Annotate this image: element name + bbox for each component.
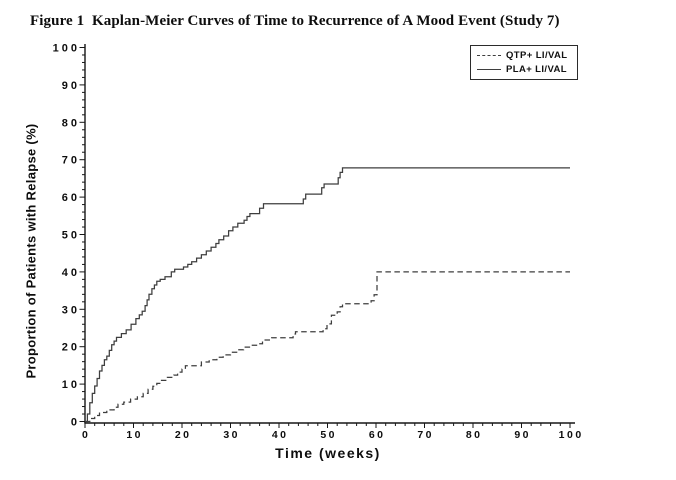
series-qtp-li-val [85, 271, 570, 423]
x-axis-title: Time (weeks) [275, 445, 381, 461]
legend-label-pla: PLA+ LI/VAL [506, 64, 567, 75]
x-tick-label: 20 [175, 429, 192, 441]
x-tick-label: 10 [126, 429, 143, 441]
y-tick-label: 20 [62, 342, 80, 354]
y-tick-label: 0 [71, 417, 80, 429]
solid-line-sample [477, 69, 501, 70]
x-tick-label: 100 [559, 429, 584, 441]
x-tick-label: 30 [223, 429, 240, 441]
axes [84, 44, 575, 424]
y-tick-label: 100 [53, 43, 80, 55]
x-tick-label: 0 [82, 429, 90, 441]
y-axis-ticks: 0 10 20 30 40 50 60 70 80 90 100 [53, 43, 85, 429]
y-tick-label: 50 [62, 230, 80, 242]
x-tick-label: 70 [417, 429, 434, 441]
legend-label-qtp: QTP+ LI/VAL [506, 50, 568, 61]
y-tick-label: 10 [62, 379, 80, 391]
y-tick-label: 60 [62, 192, 80, 204]
y-tick-label: 40 [62, 267, 80, 279]
y-tick-label: 70 [62, 155, 80, 167]
x-tick-label: 40 [272, 429, 289, 441]
y-axis-title: Proportion of Patients with Relapse (%) [23, 123, 39, 379]
y-tick-label: 90 [62, 80, 80, 92]
figure-title: Figure 1 Kaplan-Meier Curves of Time to … [30, 13, 560, 29]
legend-entry-qtp: QTP+ LI/VAL [477, 50, 577, 61]
x-axis-ticks: 0 10 20 30 40 50 60 70 80 90 100 [82, 423, 584, 441]
x-tick-label: 90 [514, 429, 531, 441]
x-tick-label: 60 [369, 429, 386, 441]
x-tick-label: 50 [320, 429, 337, 441]
dashed-line-sample [477, 55, 501, 56]
series-pla-li-val [85, 167, 570, 423]
x-tick-label: 80 [466, 429, 483, 441]
y-tick-label: 30 [62, 304, 80, 316]
legend-entry-pla: PLA+ LI/VAL [477, 64, 577, 75]
y-tick-label: 80 [62, 117, 80, 129]
legend-box: QTP+ LI/VAL PLA+ LI/VAL [470, 45, 578, 80]
